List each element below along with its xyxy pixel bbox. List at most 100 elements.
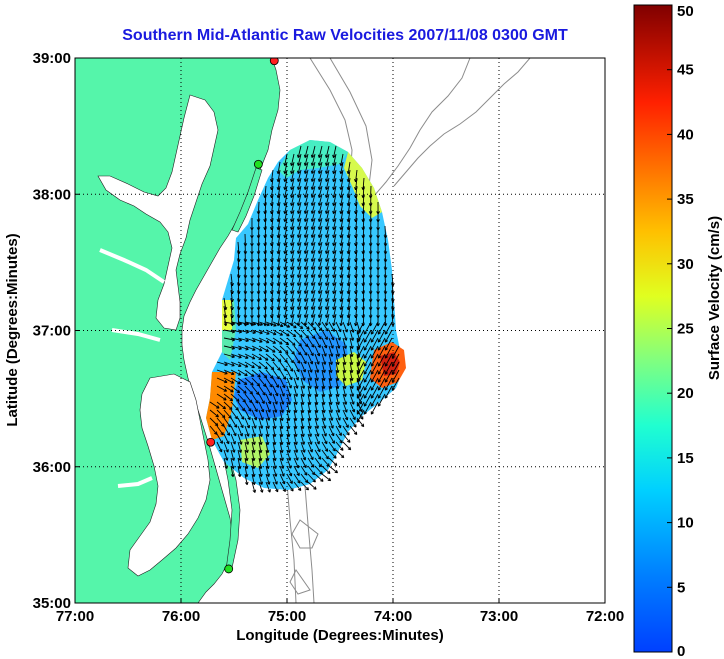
velocity-arrow xyxy=(290,225,295,239)
colorbar xyxy=(633,4,673,653)
velocity-arrow xyxy=(230,449,236,461)
velocity-arrow xyxy=(342,425,350,436)
x-tick-label: 72:00 xyxy=(586,608,624,625)
velocity-arrow xyxy=(251,473,256,486)
velocity-arrow xyxy=(293,329,303,338)
velocity-arrow xyxy=(244,353,256,360)
velocity-arrow xyxy=(223,433,230,445)
velocity-arrow xyxy=(328,337,334,349)
velocity-arrow xyxy=(325,145,330,158)
velocity-arrow xyxy=(272,417,277,430)
velocity-arrow xyxy=(377,321,386,335)
velocity-arrow xyxy=(391,313,395,327)
velocity-arrow xyxy=(216,409,226,419)
velocity-arrow xyxy=(216,369,228,375)
velocity-arrow xyxy=(307,377,312,389)
velocity-arrow xyxy=(332,313,337,327)
velocity-arrow xyxy=(335,329,341,341)
velocity-arrow xyxy=(237,433,243,445)
velocity-arrow xyxy=(272,465,278,477)
velocity-arrow xyxy=(296,289,302,302)
velocity-arrow xyxy=(258,481,264,493)
velocity-arrow xyxy=(310,145,316,158)
velocity-arrow xyxy=(310,305,316,318)
velocity-arrow xyxy=(237,449,242,462)
velocity-arrow xyxy=(244,441,249,454)
velocity-arrow xyxy=(223,449,229,461)
velocity-arrow xyxy=(325,313,330,326)
velocity-arrow xyxy=(321,433,328,445)
velocity-arrow xyxy=(216,385,228,392)
velocity-arrow xyxy=(293,337,302,347)
velocity-arrow xyxy=(244,417,251,429)
velocity-arrow xyxy=(384,321,393,335)
velocity-arrow xyxy=(370,361,379,375)
x-tick-label: 77:00 xyxy=(56,608,94,625)
velocity-arrow xyxy=(300,449,307,461)
velocity-arrow xyxy=(325,305,330,318)
velocity-arrow xyxy=(223,369,235,376)
velocity-arrow xyxy=(265,353,275,362)
y-tick-label: 35:00 xyxy=(33,595,71,612)
x-axis-ticks: 77:00 76:00 75:00 74:00 73:00 72:00 xyxy=(56,598,624,625)
bay-water xyxy=(97,94,219,331)
velocity-arrow xyxy=(244,329,256,334)
velocity-arrow xyxy=(265,409,271,421)
velocity-arrow xyxy=(230,385,241,394)
velocity-arrow xyxy=(216,425,224,436)
velocity-arrow xyxy=(290,161,295,175)
velocity-arrow xyxy=(335,385,340,398)
colorbar-tick-label: 50 xyxy=(677,3,694,20)
velocity-arrow xyxy=(321,465,331,474)
velocity-arrow xyxy=(293,353,301,364)
velocity-arrow xyxy=(303,217,309,230)
velocity-arrow xyxy=(332,297,337,311)
velocity-arrow xyxy=(293,393,298,406)
velocity-arrow xyxy=(321,441,329,452)
velocity-arrow xyxy=(272,401,278,413)
velocity-arrow xyxy=(307,425,313,437)
velocity-arrow xyxy=(296,209,302,222)
velocity-arrow xyxy=(258,465,263,478)
y-tick-label: 37:00 xyxy=(33,323,71,340)
velocity-arrow xyxy=(209,409,219,418)
velocity-arrow xyxy=(296,297,302,310)
velocity-arrow xyxy=(286,481,294,492)
y-tick-label: 36:00 xyxy=(33,459,71,476)
velocity-arrow xyxy=(321,369,326,382)
velocity-arrow xyxy=(300,457,307,469)
velocity-arrow xyxy=(244,425,250,437)
velocity-arrow xyxy=(370,321,379,335)
velocity-arrow xyxy=(286,369,293,381)
velocity-arrow xyxy=(286,329,297,338)
velocity-arrow xyxy=(251,385,260,396)
velocity-arrow xyxy=(244,377,254,386)
velocity-arrow xyxy=(317,273,323,286)
velocity-arrow xyxy=(363,345,372,359)
velocity-arrow xyxy=(303,145,309,158)
velocity-arrow xyxy=(290,201,295,215)
velocity-arrow xyxy=(223,441,229,453)
velocity-arrow xyxy=(216,417,225,427)
velocity-arrow xyxy=(363,377,372,391)
x-tick-label: 74:00 xyxy=(374,608,412,625)
velocity-arrow xyxy=(303,233,309,246)
velocity-arrow xyxy=(279,401,284,413)
velocity-arrow xyxy=(300,433,306,445)
velocity-arrow xyxy=(265,369,274,379)
velocity-arrow xyxy=(300,441,306,453)
velocity-arrow xyxy=(223,409,232,419)
velocity-arrow xyxy=(296,169,302,182)
velocity-arrow xyxy=(279,377,286,389)
velocity-arrow xyxy=(300,425,305,438)
velocity-arrow xyxy=(230,361,242,368)
velocity-arrow xyxy=(342,337,348,349)
velocity-arrow xyxy=(290,177,295,191)
velocity-arrow xyxy=(317,177,323,190)
velocity-arrow xyxy=(293,481,302,492)
velocity-arrow xyxy=(290,281,295,295)
velocity-arrow xyxy=(272,377,279,388)
velocity-arrow xyxy=(293,377,299,389)
velocity-arrow xyxy=(244,369,255,377)
